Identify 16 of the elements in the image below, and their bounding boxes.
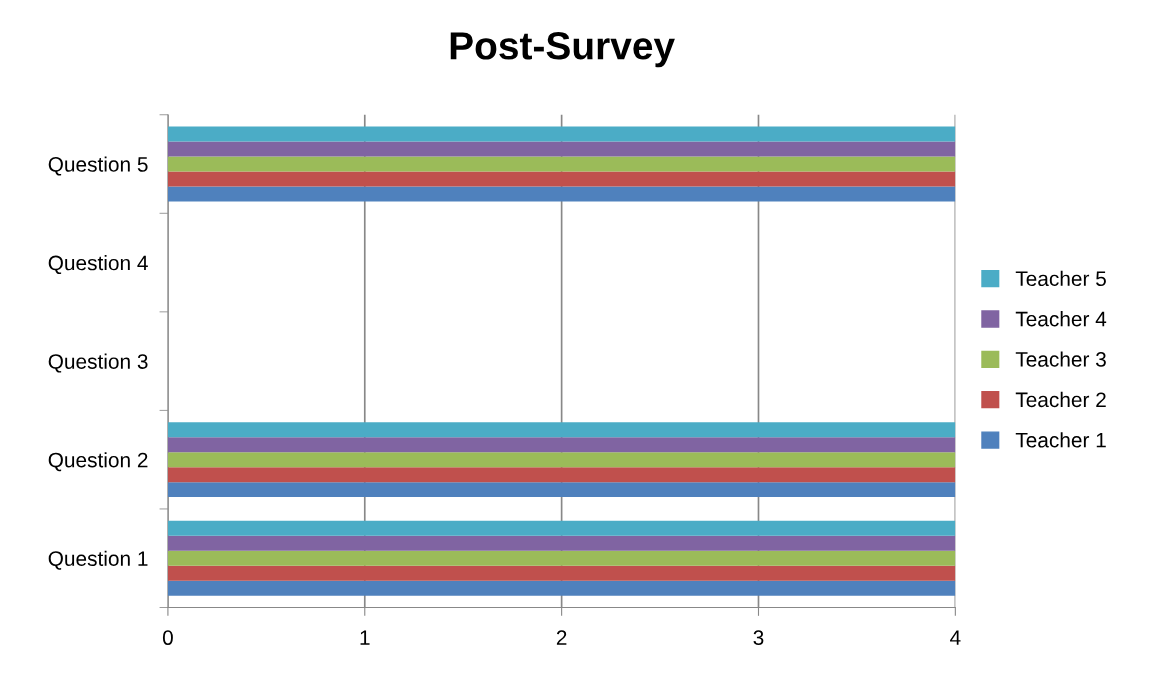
y-tick-label: Question 5 [48, 156, 148, 176]
x-tick-label: 1 [360, 630, 370, 645]
legend-label: Teacher 1 [1015, 432, 1106, 448]
y-tick-label: Question 1 [48, 550, 148, 570]
chart-title: Post-Survey [450, 32, 675, 68]
legend-label: Teacher 4 [1015, 311, 1107, 327]
x-tick-label: 4 [950, 630, 961, 645]
x-tick-label: 2 [556, 630, 567, 645]
x-tick-label: 3 [753, 630, 764, 646]
legend-label: Teacher 3 [1015, 351, 1106, 367]
y-tick-label: Question 2 [48, 452, 148, 472]
y-tick-label: Question 3 [48, 353, 148, 373]
legend-label: Teacher 5 [1015, 270, 1106, 287]
y-tick-label: Question 4 [48, 255, 148, 275]
legend-label: Teacher 2 [1015, 391, 1106, 408]
x-tick-label: 0 [162, 630, 173, 646]
